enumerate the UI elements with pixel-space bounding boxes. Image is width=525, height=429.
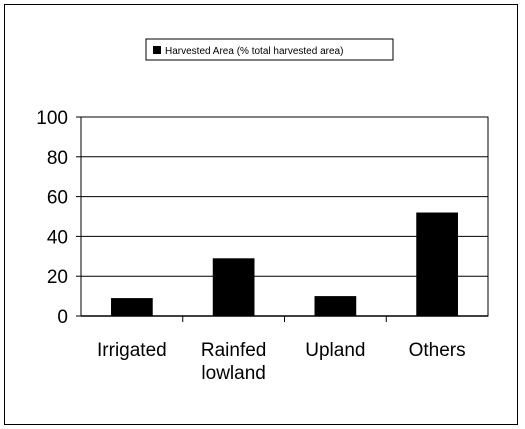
bar bbox=[416, 212, 458, 316]
legend-label: Harvested Area (% total harvested area) bbox=[165, 46, 343, 57]
legend-box bbox=[145, 38, 394, 61]
legend: Harvested Area (% total harvested area) bbox=[145, 38, 394, 61]
y-tick-label: 0 bbox=[57, 307, 68, 328]
x-tick-label: Others bbox=[409, 340, 466, 361]
bars bbox=[111, 212, 458, 316]
bar bbox=[212, 258, 255, 316]
axes bbox=[76, 116, 489, 322]
y-tick-label: 60 bbox=[47, 188, 68, 209]
legend-swatch bbox=[153, 46, 161, 54]
y-tick-label: 100 bbox=[36, 108, 68, 129]
y-tick-labels: 0 20 40 60 80 100 bbox=[36, 108, 68, 328]
bar bbox=[314, 296, 357, 316]
x-tick-label: Upland bbox=[305, 340, 365, 361]
y-tick-label: 80 bbox=[47, 148, 68, 169]
x-tick-label: lowland bbox=[201, 363, 265, 384]
bar bbox=[111, 298, 153, 316]
x-tick-label: Rainfed bbox=[201, 340, 267, 361]
y-tick-label: 20 bbox=[47, 267, 68, 288]
y-tick-label: 40 bbox=[47, 227, 68, 248]
x-tick-label: Irrigated bbox=[97, 340, 167, 361]
